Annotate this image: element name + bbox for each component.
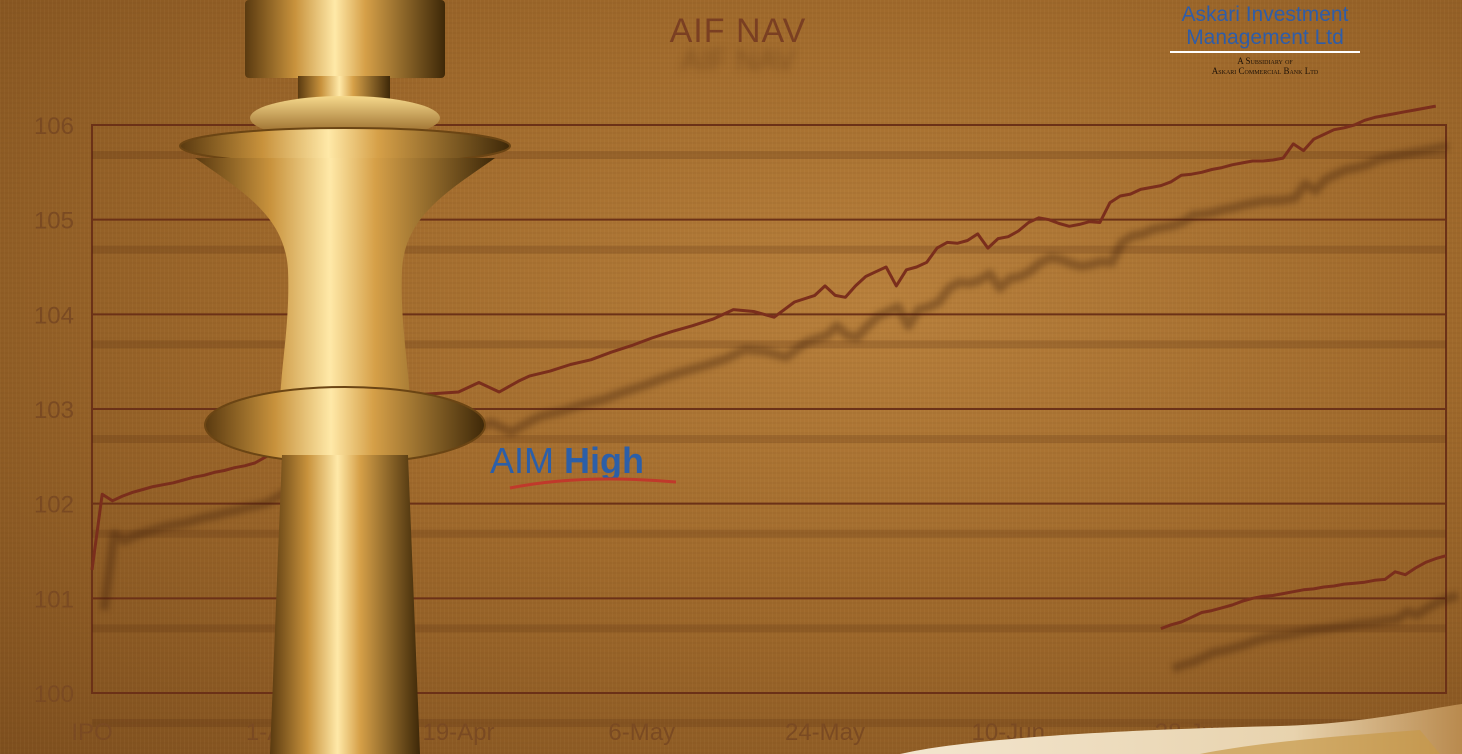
logo-swoosh-icon xyxy=(509,477,677,490)
logo-divider xyxy=(1170,51,1360,53)
x-tick-label: 6-May xyxy=(608,719,675,746)
high-text: High xyxy=(564,440,644,481)
subsidiary-line-1: A Subsidiary of xyxy=(1237,56,1293,66)
aim-high-logo: AIM High xyxy=(490,440,680,490)
y-tick-label: 101 xyxy=(34,586,74,613)
subsidiary-line-2: Askari Commercial Bank Ltd xyxy=(1211,66,1319,76)
series-line-shadow xyxy=(1171,591,1460,673)
company-logo: Askari Investment Management Ltd A Subsi… xyxy=(1168,3,1362,76)
y-tick-label: 102 xyxy=(34,492,74,519)
series-line-2 xyxy=(1160,554,1447,631)
y-tick-label: 104 xyxy=(34,302,74,329)
x-tick-label: IPO xyxy=(71,719,112,746)
cloth-image xyxy=(900,704,1462,754)
chart-title: AIF NAV xyxy=(669,12,807,50)
y-tick-label: 103 xyxy=(34,397,74,424)
aim-text: AIM xyxy=(490,440,565,481)
y-tick-label: 106 xyxy=(34,113,74,140)
y-tick-label: 105 xyxy=(34,208,74,235)
chess-king-image xyxy=(179,0,511,754)
chart-title-shadow: AIF NAV xyxy=(680,44,796,77)
company-name: Askari Investment Management Ltd xyxy=(1181,3,1349,49)
y-tick-label: 100 xyxy=(34,681,74,708)
x-tick-label: 19-Apr xyxy=(422,719,494,746)
x-tick-label: 24-May xyxy=(785,719,865,746)
